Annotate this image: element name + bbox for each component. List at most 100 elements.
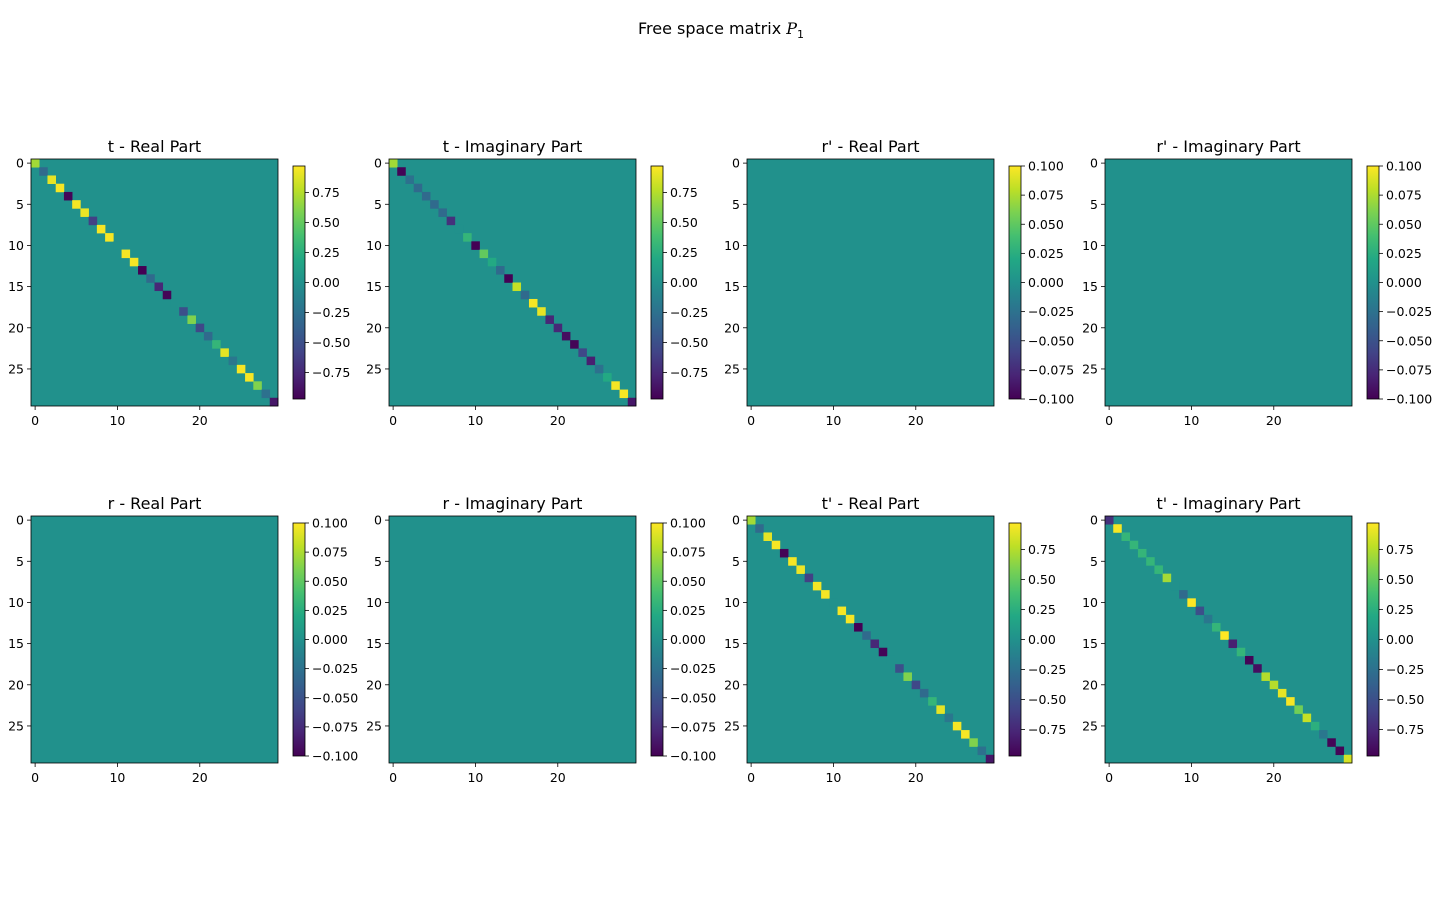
x-tick-label: 20 (550, 770, 566, 785)
heatmap-cell (63, 191, 73, 201)
heatmap-cell (1269, 680, 1279, 690)
heatmap-cell (261, 389, 271, 399)
axes-frame (388, 158, 637, 407)
heatmap-cell (512, 282, 522, 292)
heatmap-cell (561, 331, 571, 341)
figure-title-subscript: 1 (797, 28, 804, 41)
colorbar-tick-label: −0.075 (312, 719, 358, 734)
heatmap-cell (31, 159, 40, 168)
colorbar-tick-label: −0.100 (312, 749, 358, 764)
subplot-title: t - Real Part (108, 137, 201, 156)
heatmap-cell (463, 233, 472, 242)
heatmap-cell (1203, 614, 1213, 624)
heatmap-cell (479, 249, 489, 259)
heatmap-cell (603, 373, 612, 382)
heatmap-cell (487, 257, 497, 267)
heatmap-cell (870, 639, 880, 649)
subplot-title: t - Imaginary Part (443, 137, 583, 156)
heatmap-cell (195, 323, 205, 333)
y-tick-label: 25 (366, 361, 382, 376)
colorbar-tick-label: −0.100 (670, 749, 716, 764)
colorbar-tick-label: 0.075 (1386, 188, 1422, 203)
heatmap-cell (179, 307, 188, 316)
subplot-1: t - Real Part 0 5 10 15 20 25 0 10 20 0.75 0.50 0.25… (8, 137, 350, 428)
axes-frame (30, 158, 279, 407)
x-tick-label: 20 (192, 413, 208, 428)
heatmap-cell (1319, 730, 1328, 739)
heatmap-cell (854, 623, 863, 632)
colorbar-tick-label: −0.025 (312, 661, 358, 676)
heatmap-cell (220, 348, 229, 357)
colorbar-tick-label: −0.025 (1386, 304, 1432, 319)
figure-title-prefix: Free space matrix (638, 19, 786, 38)
heatmap-cell (113, 241, 122, 250)
subplot-4: r' - Imaginary Part 0 5 10 15 20 25 0 10 20 0.100 0… (1082, 137, 1432, 428)
heatmap-cell (1244, 655, 1254, 665)
heatmap-cell (903, 672, 912, 681)
heatmap-cell (405, 175, 414, 184)
heatmap-cell (269, 397, 279, 407)
colorbar-tick-label: −0.050 (670, 690, 716, 705)
colorbar-tick-label: 0.00 (1386, 632, 1414, 647)
x-tick-label: 0 (389, 770, 397, 785)
colorbar-tick-label: −0.050 (1386, 333, 1432, 348)
heatmap-cell (755, 524, 764, 533)
x-tick-label: 10 (825, 770, 841, 785)
heatmap-cell (1105, 516, 1114, 525)
heatmap-cell (438, 208, 447, 217)
heatmap-cell (1302, 713, 1312, 723)
heatmap-cell (162, 290, 172, 300)
colorbar-tick-label: 0.00 (312, 275, 340, 290)
heatmap-cell (154, 282, 164, 292)
heatmap-cell (952, 721, 962, 731)
colorbar-tick-label: 0.050 (312, 574, 348, 589)
heatmap-cell (187, 315, 196, 324)
heatmap-cell (829, 598, 838, 607)
colorbar-tick-label: −0.50 (1386, 692, 1424, 707)
axes-frame (1104, 158, 1353, 407)
colorbar-tick-label: 0.075 (670, 545, 706, 560)
y-tick-label: 25 (724, 718, 740, 733)
heatmap-cell (763, 532, 772, 541)
y-tick-label: 0 (1090, 156, 1098, 171)
heatmap-cell (39, 167, 48, 176)
heatmap-cell (1253, 664, 1262, 673)
y-tick-label: 20 (366, 677, 382, 692)
y-tick-label: 15 (366, 279, 382, 294)
heatmap-cell (878, 647, 888, 657)
colorbar-tick-label: 0.75 (1386, 542, 1414, 557)
heatmap-cell (845, 614, 855, 624)
colorbar-tick-label: −0.25 (1386, 662, 1424, 677)
heatmap-cell (919, 688, 929, 698)
heatmap-cell (1212, 623, 1221, 632)
colorbar (1366, 522, 1380, 757)
heatmap-cell (779, 548, 789, 558)
x-tick-label: 0 (747, 770, 755, 785)
y-tick-label: 5 (732, 197, 740, 212)
heatmap-cell (413, 183, 423, 193)
subplot-6: r - Imaginary Part 0 5 10 15 20 25 0 10 20 0.100 0.… (366, 494, 716, 785)
figure-title: Free space matrix P1 (638, 19, 804, 41)
y-tick-label: 25 (724, 361, 740, 376)
subplot-grid: t - Real Part 0 5 10 15 20 25 0 10 20 0.75 0.50 0.25… (8, 137, 1432, 785)
colorbar-tick-label: 0.075 (1028, 188, 1064, 203)
y-tick-label: 0 (16, 156, 24, 171)
heatmap-cell (586, 356, 596, 366)
x-tick-label: 10 (1183, 413, 1199, 428)
heatmap-cell (454, 224, 464, 234)
y-tick-label: 0 (374, 513, 382, 528)
subplot-5: r - Real Part 0 5 10 15 20 25 0 10 20 0.100 0.075 0.… (8, 494, 358, 785)
colorbar-tick-label: 0.75 (312, 185, 340, 200)
colorbar-tick-label: −0.50 (1028, 692, 1066, 707)
y-tick-label: 15 (366, 636, 382, 651)
y-tick-label: 10 (366, 595, 382, 610)
colorbar-tick-label: 0.025 (1386, 246, 1422, 261)
colorbar-tick-label: 0.000 (670, 632, 706, 647)
heatmap-cell (747, 516, 756, 525)
y-tick-label: 20 (724, 320, 740, 335)
heatmap-cell (537, 307, 546, 316)
heatmap-cell (771, 540, 781, 550)
heatmap-cell (862, 631, 871, 640)
y-tick-label: 10 (1082, 238, 1098, 253)
heatmap-cell (812, 581, 822, 591)
